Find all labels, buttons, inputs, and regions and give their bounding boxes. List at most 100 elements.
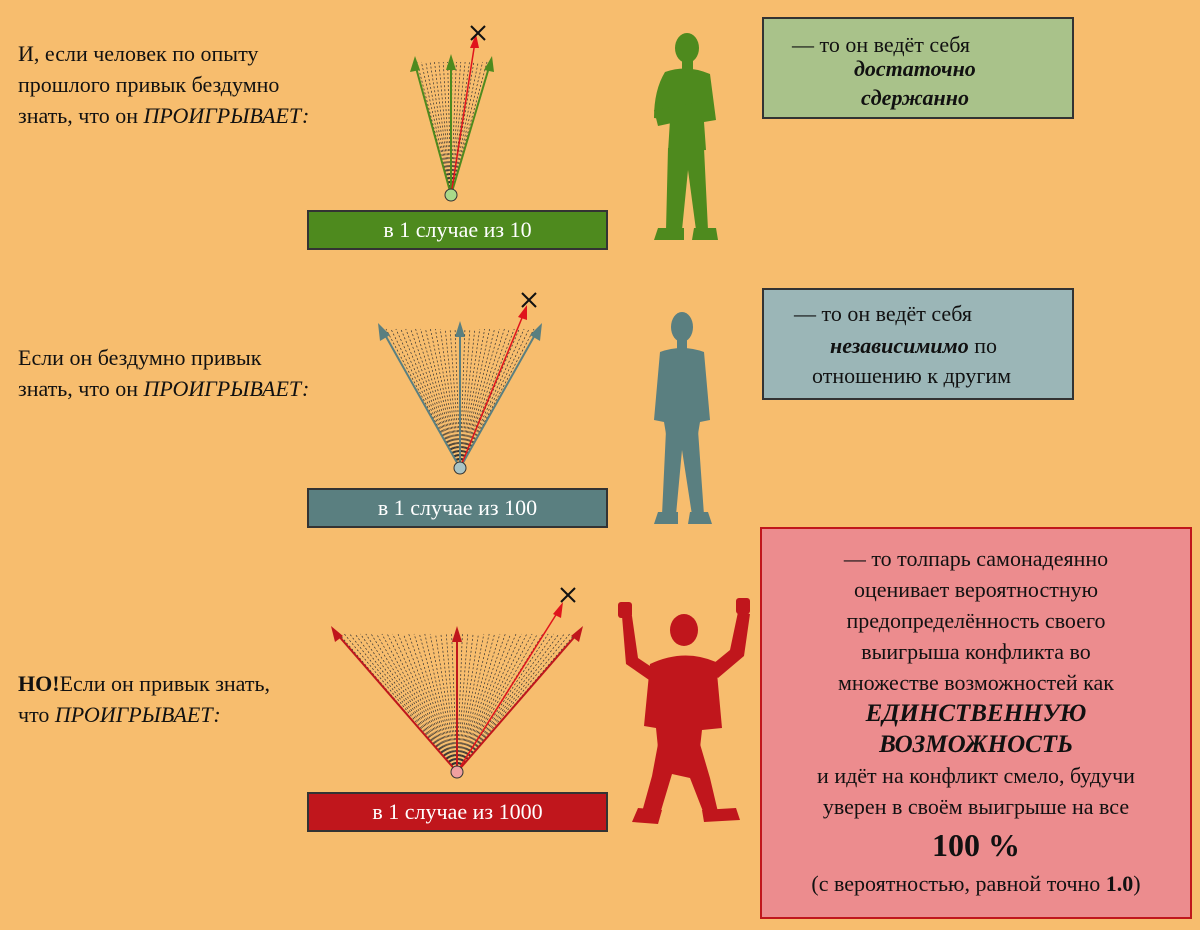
section3-red-arrow bbox=[456, 609, 560, 773]
dashed-ray bbox=[354, 633, 458, 773]
dashed-ray bbox=[376, 633, 458, 773]
dashed-ray bbox=[395, 328, 461, 469]
dashed-ray bbox=[456, 633, 538, 773]
man-standing-hands-in-pockets-icon bbox=[654, 312, 712, 524]
section3-box-emph2: ВОЗМОЖНОСТЬ bbox=[879, 731, 1073, 758]
section2-line1: Если он бездумно привык bbox=[18, 345, 262, 370]
section2-arrow-left bbox=[383, 332, 461, 469]
dashed-ray bbox=[454, 328, 461, 469]
section1-line2: прошлого привык бездумно bbox=[18, 72, 280, 97]
dashed-ray bbox=[459, 328, 525, 469]
section3-cross-icon bbox=[560, 587, 576, 603]
section2-cross-icon bbox=[521, 292, 537, 308]
dashed-ray bbox=[439, 328, 461, 469]
section2-origin-dot bbox=[453, 461, 467, 475]
section3-result-box: — то толпарь самонадеянно оценивает веро… bbox=[760, 527, 1192, 919]
dashed-ray bbox=[459, 328, 500, 469]
man-standing-arms-crossed-icon bbox=[654, 33, 718, 240]
section3-box-line6: и идёт на конфликт смело, будучи bbox=[817, 763, 1135, 788]
section3-arrowhead-center bbox=[452, 626, 462, 642]
section1-arrowhead-center bbox=[446, 54, 456, 70]
section1-arrow-fan bbox=[410, 25, 494, 202]
dashed-ray bbox=[434, 328, 461, 469]
section1-box-line2: достаточно bbox=[854, 56, 976, 81]
section2-line2: знать, что он ПРОИГРЫВАЕТ: bbox=[18, 376, 310, 401]
section1-cross-icon bbox=[470, 25, 486, 41]
dashed-ray bbox=[456, 633, 528, 773]
dashed-ray bbox=[450, 61, 488, 196]
section3-box-emph1: ЕДИНСТВЕННУЮ bbox=[865, 700, 1087, 727]
section2-arrowhead-left bbox=[378, 323, 390, 341]
dashed-ray bbox=[449, 328, 461, 469]
dashed-ray bbox=[450, 61, 466, 196]
section1-red-arrowhead bbox=[470, 34, 479, 48]
section1-arrow-right bbox=[450, 63, 491, 196]
dashed-ray bbox=[450, 61, 479, 196]
section3-red-arrowhead bbox=[553, 602, 563, 618]
section3-box-percent: 100 % bbox=[932, 827, 1020, 863]
section2-box-line2: независимимо по bbox=[830, 333, 997, 358]
dashed-ray bbox=[381, 633, 458, 773]
dashed-ray bbox=[435, 633, 458, 773]
section3-line2: что ПРОИГРЫВАЕТ: bbox=[18, 702, 221, 727]
section1-case-label: в 1 случае из 10 bbox=[307, 210, 608, 250]
section2-red-arrow bbox=[459, 312, 525, 469]
dashed-ray bbox=[392, 633, 458, 773]
section1-line1: И, если человек по опыту bbox=[18, 41, 259, 66]
dashed-ray bbox=[451, 633, 458, 773]
dashed-ray bbox=[456, 633, 554, 773]
dashed-ray bbox=[450, 61, 475, 196]
section3-box-line3: предопределённость своего bbox=[846, 608, 1106, 633]
dashed-ray bbox=[430, 328, 461, 469]
dashed-ray bbox=[459, 328, 466, 469]
section3-box-line2: оценивает вероятностную bbox=[853, 577, 1099, 602]
dashed-ray bbox=[459, 328, 471, 469]
dashed-ray bbox=[456, 633, 565, 773]
section1-origin-dot bbox=[444, 188, 458, 202]
dashed-ray bbox=[459, 328, 490, 469]
dashed-ray bbox=[421, 61, 452, 196]
section1-red-arrow bbox=[450, 41, 476, 196]
dashed-ray bbox=[456, 633, 469, 773]
dashed-ray bbox=[390, 328, 461, 469]
section2-box-line1: — то он ведёт себя bbox=[794, 301, 972, 326]
dashed-ray bbox=[456, 633, 533, 773]
section3-box-line4: выигрыша конфликта во bbox=[861, 639, 1091, 664]
dashed-ray bbox=[405, 328, 461, 469]
section3-box-line1: — то толпарь самонадеянно bbox=[843, 546, 1109, 571]
section1-result-box: — то он ведёт себя достаточно сдержанно bbox=[762, 17, 1074, 119]
dashed-ray bbox=[349, 633, 458, 773]
section1-arrow-left bbox=[414, 63, 452, 196]
section3-arrow-left bbox=[336, 633, 458, 773]
section3-origin-dot bbox=[450, 765, 464, 779]
section1-text: И, если человек по опыту прошлого привык… bbox=[18, 38, 309, 131]
section1-arrowhead-right bbox=[484, 56, 494, 72]
section3-arrowhead-right bbox=[571, 626, 583, 642]
dashed-ray bbox=[459, 328, 486, 469]
dashed-ray bbox=[415, 328, 461, 469]
section3-arrow-right bbox=[456, 633, 578, 773]
dashed-ray bbox=[403, 633, 458, 773]
dashed-ray bbox=[459, 328, 530, 469]
dashed-ray bbox=[459, 328, 481, 469]
dashed-ray bbox=[360, 633, 458, 773]
dashed-ray bbox=[408, 633, 458, 773]
dashed-ray bbox=[400, 328, 461, 469]
dashed-ray bbox=[365, 633, 458, 773]
dashed-ray bbox=[413, 633, 458, 773]
dashed-ray bbox=[456, 633, 522, 773]
dashed-ray bbox=[425, 61, 452, 196]
man-celebrating-arms-raised-icon bbox=[618, 598, 750, 824]
section1-dashed-rays bbox=[416, 61, 488, 196]
section1-arrowhead-left bbox=[410, 56, 420, 72]
dashed-ray bbox=[456, 633, 501, 773]
section2-arrowhead-center bbox=[455, 321, 465, 337]
dashed-ray bbox=[456, 633, 506, 773]
dashed-ray bbox=[459, 328, 510, 469]
section3-box-last-line: (с вероятностью, равной точно 1.0) bbox=[811, 871, 1141, 896]
dashed-ray bbox=[459, 328, 505, 469]
section3-box-line5: множестве возможностей как bbox=[837, 670, 1114, 695]
dashed-ray bbox=[456, 633, 479, 773]
section1-box-line3: сдержанно bbox=[861, 85, 969, 110]
dashed-ray bbox=[434, 61, 452, 196]
